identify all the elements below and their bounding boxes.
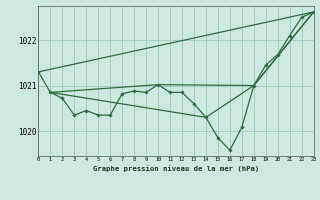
- X-axis label: Graphe pression niveau de la mer (hPa): Graphe pression niveau de la mer (hPa): [93, 165, 259, 172]
